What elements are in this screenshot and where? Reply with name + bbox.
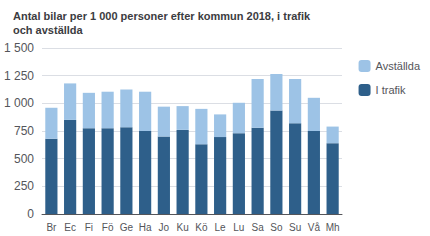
svg-text:Ge: Ge — [120, 222, 134, 233]
svg-text:Ec: Ec — [64, 222, 76, 233]
svg-text:Su: Su — [289, 222, 301, 233]
svg-text:250: 250 — [14, 179, 34, 193]
svg-text:Jo: Jo — [159, 222, 170, 233]
svg-text:So: So — [270, 222, 283, 233]
svg-text:Lu: Lu — [233, 222, 244, 233]
svg-text:Mh: Mh — [326, 222, 340, 233]
svg-text:1 000: 1 000 — [4, 96, 34, 110]
svg-text:Ku: Ku — [177, 222, 189, 233]
svg-text:Le: Le — [215, 222, 227, 233]
svg-text:1 500: 1 500 — [4, 41, 34, 55]
svg-text:Fö: Fö — [102, 222, 114, 233]
svg-text:0: 0 — [27, 207, 34, 221]
svg-text:Avställda: Avställda — [376, 60, 421, 72]
svg-text:1 250: 1 250 — [4, 69, 34, 83]
svg-text:Fi: Fi — [85, 222, 93, 233]
svg-text:Vå: Vå — [308, 222, 321, 233]
svg-text:Antal bilar per 1 000 personer: Antal bilar per 1 000 personer efter kom… — [13, 10, 311, 22]
svg-text:750: 750 — [14, 124, 34, 138]
svg-text:Br: Br — [46, 222, 57, 233]
svg-text:Kö: Kö — [195, 222, 208, 233]
svg-text:Sa: Sa — [252, 222, 265, 233]
svg-text:Ha: Ha — [139, 222, 152, 233]
svg-text:I trafik: I trafik — [376, 84, 406, 96]
svg-text:och avställda: och avställda — [13, 24, 84, 36]
svg-text:500: 500 — [14, 152, 34, 166]
